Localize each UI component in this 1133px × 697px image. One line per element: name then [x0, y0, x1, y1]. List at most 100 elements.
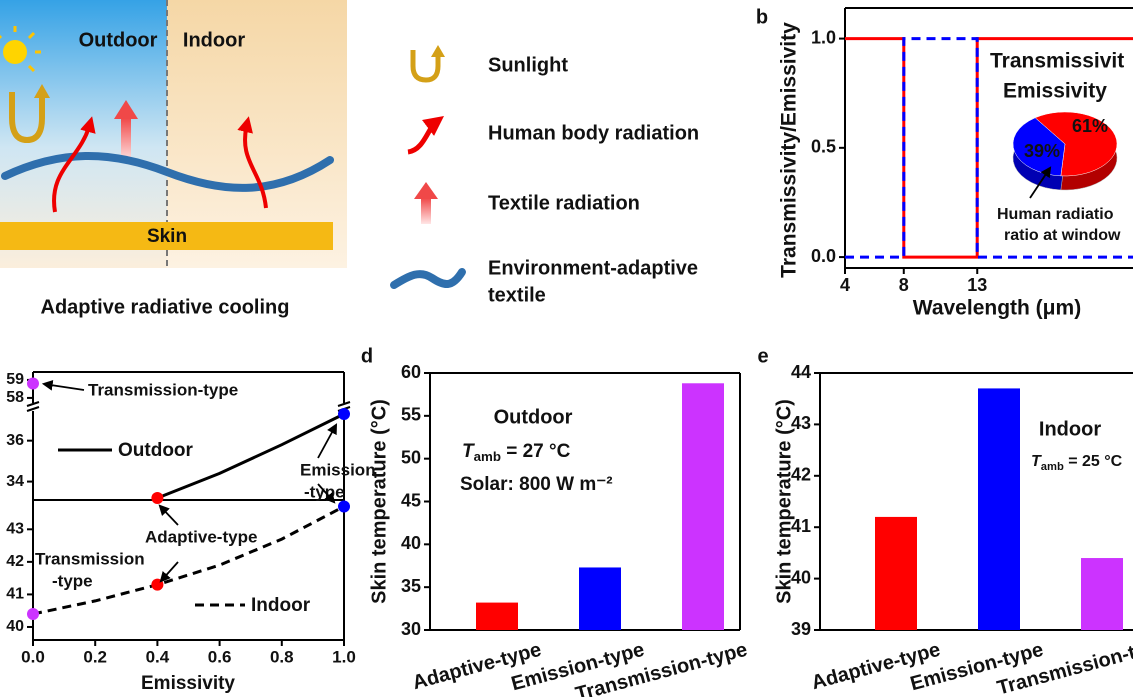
y-tick-label: 41	[6, 586, 24, 603]
y-tick-label: 0.0	[811, 246, 836, 266]
y-tick-label: 35	[401, 576, 421, 596]
y-tick-label: 40	[401, 533, 421, 553]
x-axis-label: Emissivity	[141, 673, 235, 694]
y-axis-label: Skin temperature (°C)	[773, 399, 795, 604]
bar	[579, 567, 621, 630]
annotation: Human radiatio	[997, 206, 1114, 223]
panel-letter: e	[757, 345, 768, 367]
legend-label: textile	[488, 284, 546, 306]
schematic: Outdoor Indoor Skin Adaptive radiative c…	[0, 0, 699, 318]
panel-letter: b	[756, 6, 768, 28]
y-tick-label: 40	[6, 618, 24, 635]
label: Indoor	[183, 29, 245, 51]
annotation: Tamb = 25 °C	[1031, 453, 1123, 473]
y-tick-label: 55	[401, 405, 421, 425]
sunlight-arrowhead	[34, 84, 50, 98]
pie-slice	[1034, 111, 1118, 177]
annotation-title: Indoor	[1039, 418, 1101, 440]
condition: = 27 °C	[501, 441, 571, 462]
y-tick-label: 30	[401, 619, 421, 639]
annotation: Transmission-type	[88, 380, 238, 399]
y-tick-label: 42	[6, 553, 24, 570]
subscript: amb	[1041, 461, 1064, 473]
series-line	[32, 505, 345, 616]
annotation-arrow	[1029, 166, 1052, 199]
condition: = 25 °C	[1064, 453, 1123, 470]
legend-icon	[410, 50, 441, 83]
body-radiation-arrow	[52, 116, 96, 213]
y-tick-label: 43	[6, 521, 24, 538]
annotation-arrow	[317, 423, 338, 459]
y-tick-label: 0.5	[811, 137, 836, 157]
x-axis-label: Wavelength (μm)	[913, 297, 1081, 320]
bar	[1081, 558, 1123, 630]
annotation: Tamb = 27 °C	[462, 441, 571, 464]
axis-break	[26, 401, 40, 407]
y-tick-label: 60	[401, 362, 421, 382]
annotation: Transmission	[35, 549, 145, 568]
x-tick-label: 0.8	[270, 647, 294, 666]
caption: Adaptive radiative cooling	[41, 296, 290, 318]
annotation-arrow	[158, 504, 179, 526]
x-tick-label: 0.0	[21, 647, 45, 666]
y-tick-label: 34	[6, 473, 24, 490]
annotation: -type	[52, 571, 93, 590]
y-tick-label: 59	[6, 371, 24, 388]
textile	[1, 152, 334, 192]
y-tick-label: 36	[6, 432, 24, 449]
x-tick-label: 13	[967, 275, 987, 295]
legend-label: Transmissivit	[990, 50, 1124, 73]
value-label: 39%	[1024, 141, 1060, 161]
y-tick-label: 45	[401, 490, 421, 510]
legend-label: Sunlight	[488, 54, 568, 76]
axis-break	[26, 406, 40, 412]
legend-icon	[431, 45, 445, 57]
body-radiation-arrow	[237, 116, 268, 209]
annotation: Emission	[300, 460, 376, 479]
point	[27, 607, 39, 620]
annotation-arrow	[317, 483, 336, 504]
skin	[0, 222, 333, 250]
textile-radiation-arrow	[121, 118, 131, 162]
y-tick-label: 44	[791, 362, 811, 382]
sunlight-arrow	[9, 92, 45, 144]
x-tick-label: 0.2	[83, 647, 107, 666]
legend-label: Textile radiation	[488, 192, 640, 214]
y-tick-label: 1.0	[811, 27, 836, 47]
x-tick-label: 0.6	[208, 647, 232, 666]
point	[338, 500, 350, 513]
point	[151, 491, 164, 504]
annotation-arrow	[41, 379, 85, 391]
annotation: Adaptive-type	[145, 527, 257, 546]
label: Skin	[147, 226, 187, 247]
y-tick-label: 41	[791, 516, 811, 536]
point	[338, 408, 350, 421]
y-axis-label: Skin temperature (°C)	[368, 399, 390, 604]
legend-icon	[407, 115, 444, 155]
y-tick-label: 40	[791, 567, 811, 587]
legend-label: Environment-adaptive	[488, 257, 698, 279]
annotation-title: Outdoor	[494, 406, 573, 428]
legend-label: Outdoor	[118, 440, 194, 461]
annotation-arrow	[159, 561, 179, 583]
bar	[875, 516, 917, 630]
bar	[682, 383, 724, 630]
legend-label: Emissivity	[1003, 80, 1107, 103]
series-line	[845, 37, 1133, 259]
label: Outdoor	[79, 29, 158, 51]
subscript: amb	[474, 449, 501, 464]
symbol: T	[462, 441, 475, 462]
y-tick-label: 39	[791, 619, 811, 639]
annotation: ratio at window	[1004, 227, 1121, 244]
point	[27, 377, 39, 390]
y-tick-label: 50	[401, 447, 421, 467]
value-label: 61%	[1072, 116, 1108, 136]
x-tick-label: 4	[840, 275, 850, 295]
x-tick-label: 0.4	[146, 647, 170, 666]
x-tick-label: 8	[899, 275, 909, 295]
bar	[476, 602, 518, 630]
series-line	[156, 412, 345, 500]
axis-break	[337, 401, 351, 407]
y-tick-label: 58	[6, 389, 24, 406]
